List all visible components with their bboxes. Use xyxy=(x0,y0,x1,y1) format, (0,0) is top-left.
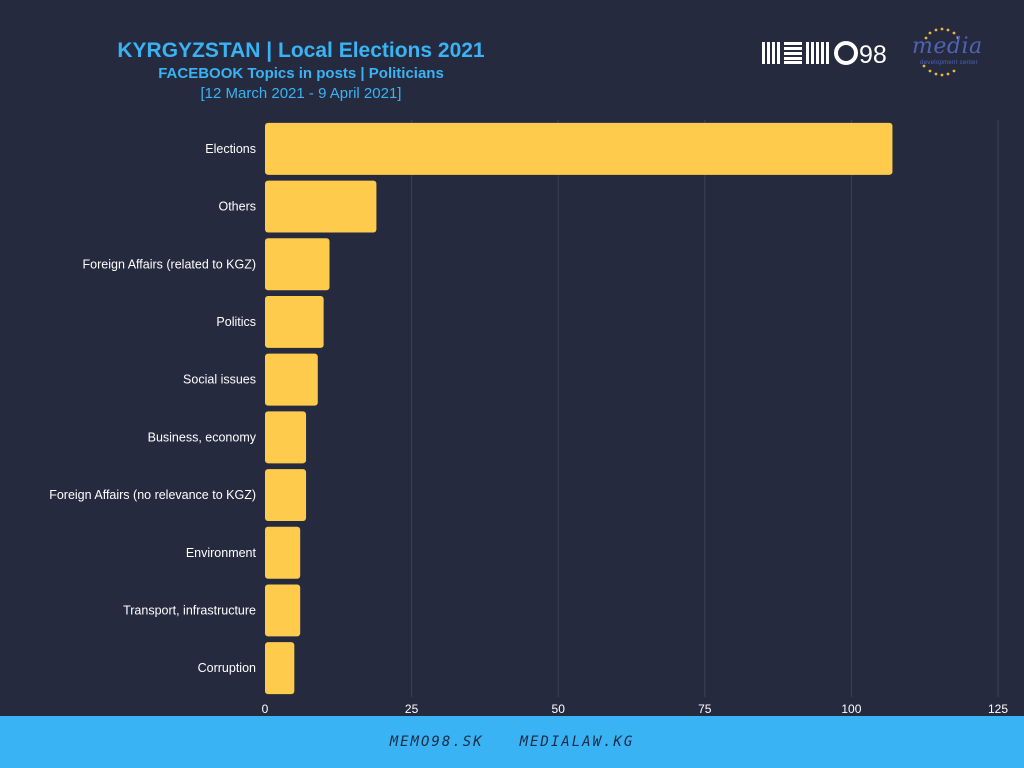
bar xyxy=(265,469,307,522)
bar xyxy=(265,180,377,233)
category-label: Business, economy xyxy=(148,430,257,444)
media-logo-sub: development center xyxy=(920,60,979,66)
bars xyxy=(265,122,893,695)
category-label: Transport, infrastructure xyxy=(123,603,256,617)
x-tick-label: 50 xyxy=(552,702,566,716)
bar xyxy=(265,122,893,175)
svg-text:98: 98 xyxy=(859,41,887,68)
chart-subtitle: FACEBOOK Topics in posts | Politicians xyxy=(158,65,444,82)
grid-lines xyxy=(411,120,999,697)
bar xyxy=(265,295,324,348)
chart-daterange: [12 March 2021 - 9 April 2021] xyxy=(200,85,402,102)
bar-chart: Elections Others Foreign Affairs (related … xyxy=(49,120,1009,716)
bar xyxy=(265,238,330,291)
axis-ticks: 0 25 50 75 100 125 xyxy=(262,702,1009,716)
x-tick-label: 75 xyxy=(698,702,712,716)
chart-header: KYRGYZSTAN | Local Elections 2021 FACEBO… xyxy=(0,38,602,104)
media-logo-word: media xyxy=(912,34,983,59)
category-label: Environment xyxy=(186,546,257,560)
x-tick-label: 100 xyxy=(841,702,861,716)
footer-bar: MEMO98.SK MEDIALAW.KG xyxy=(0,716,1024,768)
category-label: Elections xyxy=(205,142,256,156)
memo98-logo: 98 xyxy=(762,41,887,68)
memo98-link[interactable]: MEMO98.SK xyxy=(389,734,484,750)
bar xyxy=(265,411,307,464)
category-label: Foreign Affairs (related to KGZ) xyxy=(83,257,256,271)
bar xyxy=(265,584,301,637)
category-label: Politics xyxy=(216,315,256,329)
category-label: Social issues xyxy=(183,373,256,387)
bar xyxy=(265,353,318,406)
medialaw-link[interactable]: MEDIALAW.KG xyxy=(519,734,635,750)
x-tick-label: 0 xyxy=(262,702,269,716)
bar xyxy=(265,642,295,695)
category-label: Corruption xyxy=(198,661,256,675)
media-logo: media development center xyxy=(906,26,998,78)
chart-title: KYRGYZSTAN | Local Elections 2021 xyxy=(117,39,485,62)
category-labels: Elections Others Foreign Affairs (related … xyxy=(49,142,257,675)
category-label: Foreign Affairs (no relevance to KGZ) xyxy=(49,488,256,502)
x-tick-label: 25 xyxy=(405,702,419,716)
x-tick-label: 125 xyxy=(988,702,1008,716)
category-label: Others xyxy=(218,200,256,214)
bar xyxy=(265,526,301,579)
